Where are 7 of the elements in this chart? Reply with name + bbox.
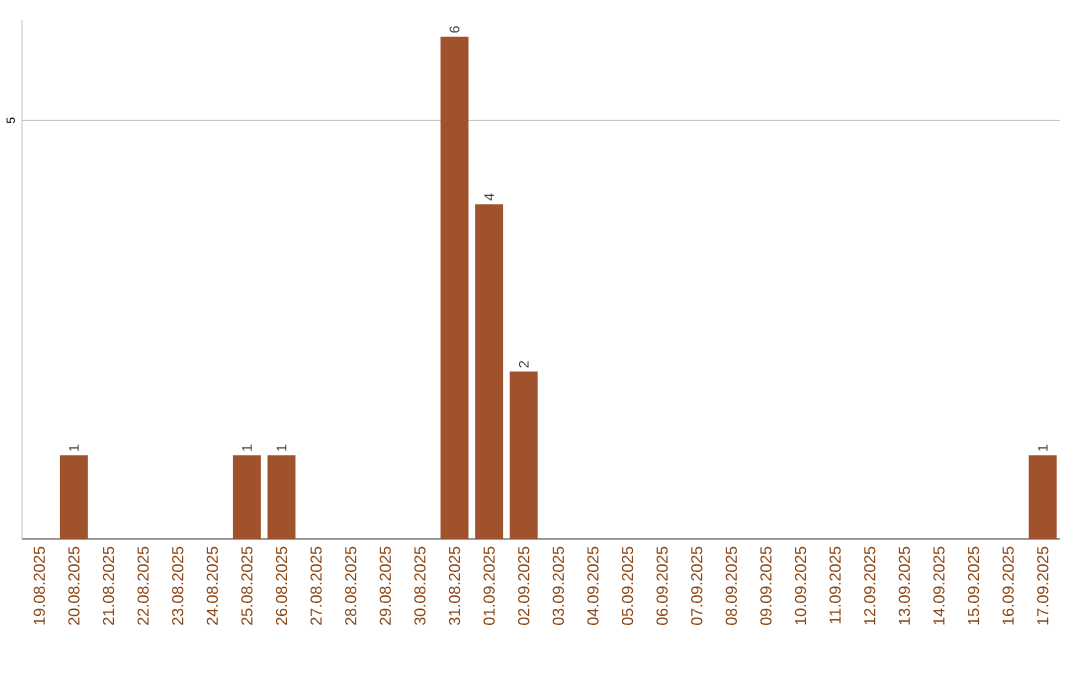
bar — [59, 454, 88, 539]
bar — [232, 454, 261, 539]
bar — [1028, 454, 1057, 539]
bar — [509, 371, 538, 539]
bar — [267, 454, 296, 539]
bar — [475, 203, 504, 539]
bar — [440, 36, 469, 539]
